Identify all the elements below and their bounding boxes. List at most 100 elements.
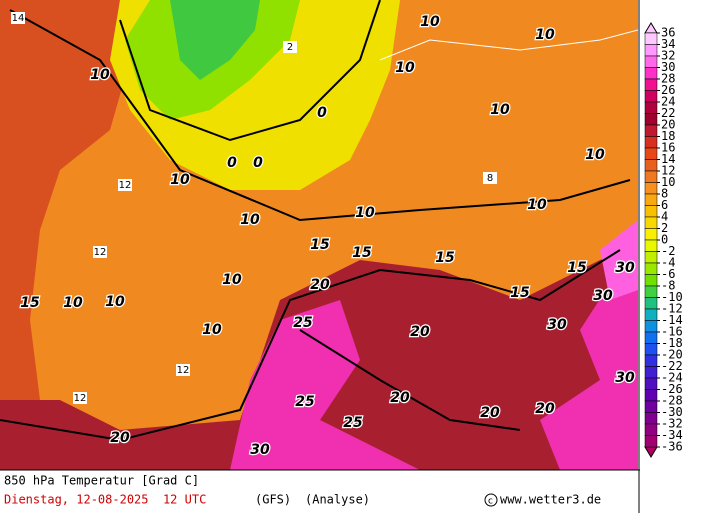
- contour-label: 25: [293, 315, 313, 331]
- contour-label: 10: [490, 102, 510, 118]
- colorbar-swatch: [644, 159, 658, 172]
- colorbar-swatch: [644, 193, 658, 206]
- map: [0, 0, 638, 470]
- colorbar-swatch: [644, 366, 658, 379]
- colorbar-label: 0: [661, 233, 668, 247]
- contour-label: 20: [480, 405, 500, 421]
- contour-label: 10: [240, 212, 260, 228]
- colorbar-label: 6: [661, 198, 668, 212]
- colorbar-swatch: [644, 435, 658, 448]
- contour-label-box: [483, 172, 497, 184]
- contour-label: 20: [310, 277, 330, 293]
- colorbar-label: -26: [661, 382, 683, 396]
- colorbar-swatch: [644, 354, 658, 367]
- contour-label: 2: [287, 42, 293, 53]
- copyright-c: c: [488, 497, 493, 507]
- contour-label: 15: [510, 285, 530, 301]
- colorbar-label: -12: [661, 302, 683, 316]
- contour-label: 0: [227, 155, 237, 171]
- colorbar-swatch: [644, 297, 658, 310]
- colorbar-swatch: [644, 262, 658, 275]
- colorbar-label: -36: [661, 440, 683, 454]
- colorbar-label: -22: [661, 359, 683, 373]
- contour-label: 15: [352, 245, 372, 261]
- contour-label: 15: [567, 260, 587, 276]
- contour-label: 8: [487, 173, 493, 184]
- contour-label: 0: [317, 105, 327, 121]
- colorbar-label: 32: [661, 49, 675, 63]
- colorbar-swatch: [644, 55, 658, 68]
- contour-label-box: [176, 364, 190, 376]
- colorbar-label: -6: [661, 267, 675, 281]
- colorbar-swatch: [644, 400, 658, 413]
- colorbar-label: 14: [661, 152, 675, 166]
- colorbar-label: -24: [661, 371, 683, 385]
- colorbar-label: -30: [661, 405, 683, 419]
- model: (GFS): [255, 493, 291, 507]
- contour-label: 10: [90, 67, 110, 83]
- colorbar-label: -8: [661, 279, 675, 293]
- colorbar-label: -18: [661, 336, 683, 350]
- contour-label: 25: [295, 394, 315, 410]
- colorbar-swatch: [644, 320, 658, 333]
- source: www.wetter3.de: [500, 493, 601, 507]
- contour-label: 10: [63, 295, 83, 311]
- contour-label: 20: [390, 390, 410, 406]
- colorbar-swatch: [644, 67, 658, 80]
- colorbar-label: -2: [661, 244, 675, 258]
- run: (Analyse): [305, 493, 370, 507]
- contour-label: 10: [585, 147, 605, 163]
- colorbar-swatch: [644, 113, 658, 126]
- colorbar-label: -20: [661, 348, 683, 362]
- contour-label: 10: [202, 322, 222, 338]
- colorbar-label: 16: [661, 141, 675, 155]
- colorbar-label: -10: [661, 290, 683, 304]
- colorbar-swatch: [644, 274, 658, 287]
- colorbar-label: 12: [661, 164, 675, 178]
- contour-labels: 10 10 10 10 10 10 10 10 10 10 10 10 10 10 15 15 15 15 15 15…: [11, 12, 636, 459]
- contour-label: 10: [222, 272, 242, 288]
- colorbar-swatch: [644, 78, 658, 91]
- colorbar-swatch: [644, 343, 658, 356]
- contour-label-box: [11, 12, 25, 24]
- colorbar-label: 24: [661, 95, 675, 109]
- contour-label: 15: [20, 295, 40, 311]
- map-title: 850 hPa Temperatur [Grad C]: [4, 474, 199, 488]
- colorbar-label: -16: [661, 325, 683, 339]
- colorbar-label: -14: [661, 313, 683, 327]
- colorbar-swatch: [644, 44, 658, 57]
- contour-label: 12: [94, 247, 107, 258]
- colorbar-swatch: [644, 147, 658, 160]
- colorbar-swatch: [644, 101, 658, 114]
- contour-label: 15: [310, 237, 330, 253]
- colorbar-swatch: [644, 389, 658, 402]
- colorbar-label: 36: [661, 26, 675, 40]
- colorbar-label: 34: [661, 37, 675, 51]
- contour-label: 30: [547, 317, 567, 333]
- colorbar-label: 8: [661, 187, 668, 201]
- colorbar-swatch: [644, 124, 658, 137]
- contour-label: 12: [177, 365, 190, 376]
- contour-label: 30: [593, 288, 613, 304]
- colorbar-swatch: [644, 32, 658, 45]
- colorbar-label: 22: [661, 106, 675, 120]
- colorbar-swatch: [644, 239, 658, 252]
- colorbar-label: -28: [661, 394, 683, 408]
- copyright-icon: [484, 493, 498, 507]
- colorbar-label: 30: [661, 60, 675, 74]
- contour-label: 0: [253, 155, 263, 171]
- colorbar-swatch: [644, 216, 658, 229]
- contour-label: 10: [105, 294, 125, 310]
- colorbar-swatch: [644, 182, 658, 195]
- colorbar-cap: [644, 446, 658, 458]
- colorbar-label: 26: [661, 83, 675, 97]
- contour-label: 10: [355, 205, 375, 221]
- contour-label: 10: [535, 27, 555, 43]
- contour-label-box: [73, 392, 87, 404]
- colorbar-label: 4: [661, 210, 668, 224]
- contour-label: 20: [110, 430, 130, 446]
- colorbar: 363432302826242220181614121086420-2-4-6-…: [644, 22, 683, 458]
- colorbar-swatch: [644, 331, 658, 344]
- contour-label-box: [118, 179, 132, 191]
- colorbar-label: 2: [661, 221, 668, 235]
